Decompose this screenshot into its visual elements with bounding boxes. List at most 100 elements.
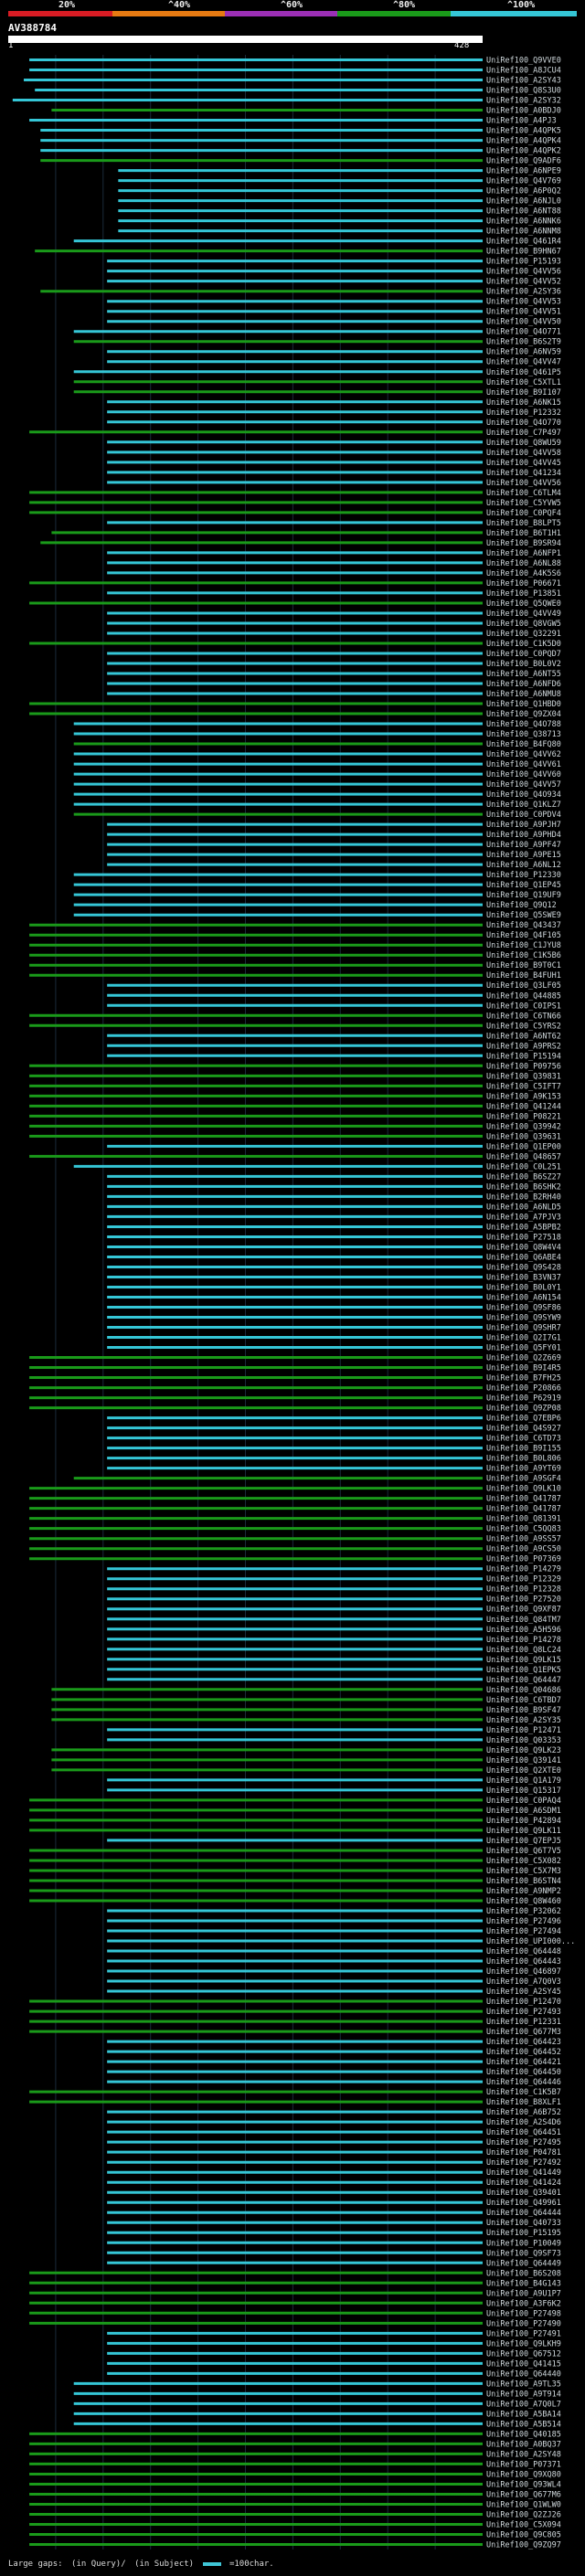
hit-label[interactable]: UniRef100_C5XTL1 <box>486 378 561 387</box>
hit-label[interactable]: UniRef100_P13851 <box>486 589 561 599</box>
hit-label[interactable]: UniRef100_B4FQ80 <box>486 740 561 749</box>
hit-label[interactable]: UniRef100_Q4F105 <box>486 931 561 940</box>
hit-label[interactable]: UniRef100_Q461P5 <box>486 368 561 377</box>
hit-label[interactable]: UniRef100_B3VN37 <box>486 1273 561 1282</box>
hit-label[interactable]: UniRef100_Q41787 <box>486 1495 561 1504</box>
hit-label[interactable]: UniRef100_A6N154 <box>486 1293 561 1302</box>
hit-label[interactable]: UniRef100_Q4VV56 <box>486 479 561 488</box>
hit-label[interactable]: UniRef100_C0IPS1 <box>486 1002 561 1011</box>
hit-label[interactable]: UniRef100_C7P497 <box>486 429 561 438</box>
hit-label[interactable]: UniRef100_C1JYU8 <box>486 941 561 950</box>
hit-label[interactable]: UniRef100_P12332 <box>486 408 561 418</box>
hit-label[interactable]: UniRef100_P27518 <box>486 1233 561 1242</box>
hit-label[interactable]: UniRef100_A6B752 <box>486 2108 561 2117</box>
hit-label[interactable]: UniRef100_C6TN66 <box>486 1012 561 1021</box>
hit-label[interactable]: UniRef100_A7PJV3 <box>486 1213 561 1222</box>
hit-label[interactable]: UniRef100_C1K5D0 <box>486 640 561 649</box>
hit-label[interactable]: UniRef100_Q84TM7 <box>486 1616 561 1625</box>
hit-label[interactable]: UniRef100_Q9ADF6 <box>486 157 561 166</box>
hit-label[interactable]: UniRef100_P14278 <box>486 1636 561 1645</box>
hit-label[interactable]: UniRef100_P07371 <box>486 2460 561 2469</box>
hit-label[interactable]: UniRef100_A9YT69 <box>486 1465 561 1474</box>
hit-label[interactable]: UniRef100_Q8S3U0 <box>486 87 561 96</box>
hit-label[interactable]: UniRef100_Q9VVE0 <box>486 57 561 66</box>
hit-label[interactable]: UniRef100_A6NT62 <box>486 1032 561 1041</box>
hit-label[interactable]: UniRef100_Q41449 <box>486 2168 561 2178</box>
hit-label[interactable]: UniRef100_Q39942 <box>486 1122 561 1131</box>
hit-label[interactable]: UniRef100_Q39631 <box>486 1132 561 1141</box>
hit-label[interactable]: UniRef100_A6SDM1 <box>486 1807 561 1816</box>
hit-label[interactable]: UniRef100_A4QPK4 <box>486 137 561 146</box>
hit-label[interactable]: UniRef100_P27493 <box>486 2008 561 2017</box>
hit-label[interactable]: UniRef100_Q4VV56 <box>486 268 561 277</box>
hit-label[interactable]: UniRef100_Q40185 <box>486 2430 561 2439</box>
hit-label[interactable]: UniRef100_Q64443 <box>486 1957 561 1966</box>
hit-label[interactable]: UniRef100_Q677M6 <box>486 2490 561 2499</box>
hit-label[interactable]: UniRef100_B2RH40 <box>486 1193 561 1202</box>
hit-label[interactable]: UniRef100_A6NJL0 <box>486 197 561 207</box>
hit-label[interactable]: UniRef100_Q1EP00 <box>486 1142 561 1151</box>
hit-label[interactable]: UniRef100_A4QPK5 <box>486 127 561 136</box>
hit-label[interactable]: UniRef100_B9I155 <box>486 1445 561 1454</box>
hit-label[interactable]: UniRef100_Q8LC24 <box>486 1646 561 1655</box>
hit-label[interactable]: UniRef100_A2SY48 <box>486 2450 561 2459</box>
hit-label[interactable]: UniRef100_P27496 <box>486 1917 561 1926</box>
hit-label[interactable]: UniRef100_Q64452 <box>486 2048 561 2057</box>
hit-label[interactable]: UniRef100_A6NV59 <box>486 348 561 357</box>
hit-label[interactable]: UniRef100_Q7EBP6 <box>486 1415 561 1424</box>
hit-label[interactable]: UniRef100_P12331 <box>486 2018 561 2027</box>
hit-label[interactable]: UniRef100_B6T1H1 <box>486 529 561 538</box>
hit-label[interactable]: UniRef100_Q4VV60 <box>486 770 561 779</box>
hit-label[interactable]: UniRef100_Q3LF05 <box>486 981 561 991</box>
hit-label[interactable]: UniRef100_Q4VV52 <box>486 278 561 287</box>
hit-label[interactable]: UniRef100_Q9LK23 <box>486 1746 561 1755</box>
hit-label[interactable]: UniRef100_Q9ZX04 <box>486 710 561 719</box>
hit-label[interactable]: UniRef100_A6NLD5 <box>486 1203 561 1212</box>
hit-label[interactable]: UniRef100_Q2ZJ26 <box>486 2510 561 2519</box>
hit-label[interactable]: UniRef100_Q2Z669 <box>486 1354 561 1363</box>
hit-label[interactable]: UniRef100_Q39141 <box>486 1756 561 1765</box>
hit-label[interactable]: UniRef100_Q81391 <box>486 1515 561 1524</box>
hit-label[interactable]: UniRef100_B4FUH1 <box>486 971 561 981</box>
hit-label[interactable]: UniRef100_Q9Q12 <box>486 901 557 910</box>
hit-label[interactable]: UniRef100_P20866 <box>486 1384 561 1394</box>
hit-label[interactable]: UniRef100_A6NFP1 <box>486 549 561 558</box>
hit-label[interactable]: UniRef100_P12329 <box>486 1575 561 1585</box>
hit-label[interactable]: UniRef100_Q41787 <box>486 1505 561 1514</box>
hit-label[interactable]: UniRef100_B7FH25 <box>486 1374 561 1383</box>
hit-label[interactable]: UniRef100_Q4S927 <box>486 1425 561 1434</box>
hit-label[interactable]: UniRef100_A9CS50 <box>486 1545 561 1554</box>
hit-label[interactable]: UniRef100_A6NT55 <box>486 670 561 679</box>
hit-label[interactable]: UniRef100_B0L806 <box>486 1455 561 1464</box>
hit-label[interactable]: UniRef100_A9PF47 <box>486 841 561 850</box>
hit-label[interactable]: UniRef100_A6NPE9 <box>486 167 561 176</box>
hit-label[interactable]: UniRef100_P27492 <box>486 2158 561 2168</box>
hit-label[interactable]: UniRef100_A2SY36 <box>486 288 561 297</box>
hit-label[interactable]: UniRef100_Q1EP45 <box>486 881 561 890</box>
hit-label[interactable]: UniRef100_Q4O771 <box>486 328 561 337</box>
hit-label[interactable]: UniRef100_Q5QWE0 <box>486 599 561 609</box>
hit-label[interactable]: UniRef100_P15194 <box>486 1052 561 1061</box>
hit-label[interactable]: UniRef100_Q2XTE0 <box>486 1766 561 1776</box>
hit-label[interactable]: UniRef100_C5X082 <box>486 1857 561 1866</box>
hit-label[interactable]: UniRef100_B9I107 <box>486 388 561 398</box>
hit-label[interactable]: UniRef100_A0BDJ0 <box>486 107 561 116</box>
hit-label[interactable]: UniRef100_P27495 <box>486 2138 561 2147</box>
hit-label[interactable]: UniRef100_Q4VV57 <box>486 780 561 790</box>
hit-label[interactable]: UniRef100_UPI000... <box>486 1937 575 1946</box>
hit-label[interactable]: UniRef100_P09756 <box>486 1062 561 1071</box>
hit-label[interactable]: UniRef100_Q4O934 <box>486 790 561 800</box>
hit-label[interactable]: UniRef100_Q5FY01 <box>486 1344 561 1353</box>
hit-label[interactable]: UniRef100_Q93WL4 <box>486 2480 561 2489</box>
hit-label[interactable]: UniRef100_Q461R4 <box>486 238 561 247</box>
hit-label[interactable]: UniRef100_A2SY43 <box>486 77 561 86</box>
hit-label[interactable]: UniRef100_C0PDV4 <box>486 811 561 820</box>
hit-label[interactable]: UniRef100_A6NFD6 <box>486 680 561 689</box>
hit-label[interactable]: UniRef100_C5QQ83 <box>486 1525 561 1534</box>
hit-label[interactable]: UniRef100_Q9LK10 <box>486 1485 561 1494</box>
hit-label[interactable]: UniRef100_Q9LK11 <box>486 1827 561 1836</box>
hit-label[interactable]: UniRef100_Q44885 <box>486 991 561 1001</box>
hit-label[interactable]: UniRef100_Q9LK15 <box>486 1656 561 1665</box>
hit-label[interactable]: UniRef100_Q4VV53 <box>486 298 561 307</box>
hit-label[interactable]: UniRef100_Q9ZQ97 <box>486 2540 561 2549</box>
